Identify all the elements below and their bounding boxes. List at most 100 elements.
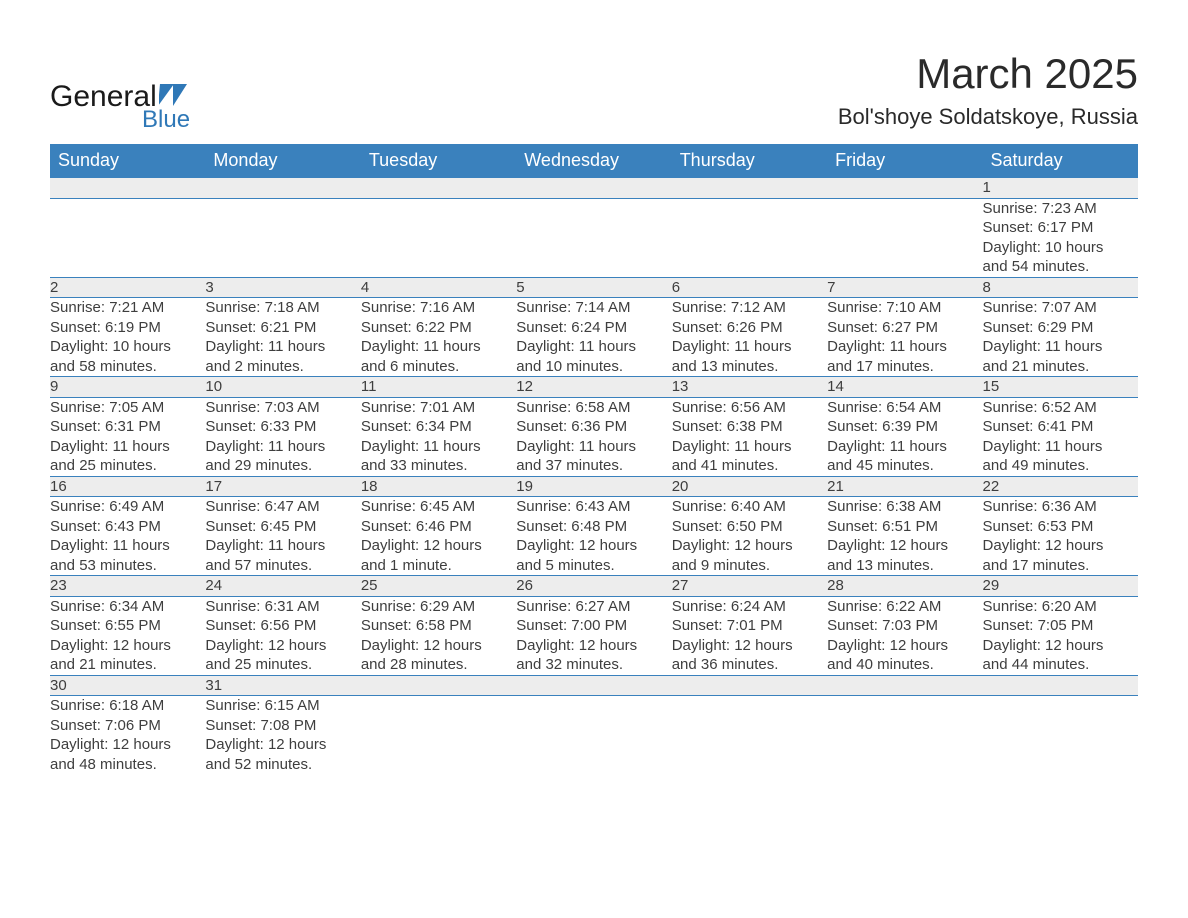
day-number-cell: 29 xyxy=(983,576,1138,597)
day-detail-line: Daylight: 11 hours xyxy=(205,536,360,556)
day-number-cell: 26 xyxy=(516,576,671,597)
day-detail-line: Sunrise: 6:40 AM xyxy=(672,497,827,517)
day-detail-line: and 13 minutes. xyxy=(672,357,827,377)
day-data-cell: Sunrise: 6:56 AMSunset: 6:38 PMDaylight:… xyxy=(672,397,827,476)
day-detail-line: Sunset: 6:36 PM xyxy=(516,417,671,437)
day-detail-line: Sunset: 6:43 PM xyxy=(50,517,205,537)
day-detail-line: Sunset: 6:45 PM xyxy=(205,517,360,537)
day-detail-line: and 28 minutes. xyxy=(361,655,516,675)
day-number-cell: 22 xyxy=(983,476,1138,497)
day-header: Wednesday xyxy=(516,144,671,178)
day-detail-line: Sunset: 6:53 PM xyxy=(983,517,1138,537)
day-detail-line: Sunset: 6:41 PM xyxy=(983,417,1138,437)
day-detail-line: Sunrise: 6:52 AM xyxy=(983,398,1138,418)
day-data-cell: Sunrise: 6:31 AMSunset: 6:56 PMDaylight:… xyxy=(205,596,360,675)
day-detail-line: Sunrise: 6:49 AM xyxy=(50,497,205,517)
day-data-cell: Sunrise: 6:29 AMSunset: 6:58 PMDaylight:… xyxy=(361,596,516,675)
day-number-cell: 12 xyxy=(516,377,671,398)
day-number-cell xyxy=(983,675,1138,696)
day-detail-line: and 6 minutes. xyxy=(361,357,516,377)
day-detail-line: Daylight: 11 hours xyxy=(672,437,827,457)
day-number-cell: 25 xyxy=(361,576,516,597)
logo-text-blue: Blue xyxy=(142,106,190,134)
day-detail-line: Daylight: 12 hours xyxy=(50,735,205,755)
day-detail-line: Sunset: 6:33 PM xyxy=(205,417,360,437)
day-detail-line: and 25 minutes. xyxy=(205,655,360,675)
day-detail-line: and 1 minute. xyxy=(361,556,516,576)
day-number-cell: 23 xyxy=(50,576,205,597)
day-detail-line: and 48 minutes. xyxy=(50,755,205,775)
day-detail-line: Sunset: 6:34 PM xyxy=(361,417,516,437)
day-number-cell: 24 xyxy=(205,576,360,597)
day-data-cell xyxy=(827,198,982,277)
day-detail-line: Sunrise: 6:54 AM xyxy=(827,398,982,418)
day-data-cell: Sunrise: 6:15 AMSunset: 7:08 PMDaylight:… xyxy=(205,696,360,775)
day-detail-line: Daylight: 11 hours xyxy=(983,437,1138,457)
day-detail-line: and 52 minutes. xyxy=(205,755,360,775)
day-detail-line: and 41 minutes. xyxy=(672,456,827,476)
day-data-cell: Sunrise: 7:01 AMSunset: 6:34 PMDaylight:… xyxy=(361,397,516,476)
day-detail-line: Daylight: 12 hours xyxy=(983,536,1138,556)
day-header: Saturday xyxy=(983,144,1138,178)
day-detail-line: and 49 minutes. xyxy=(983,456,1138,476)
day-detail-line: Daylight: 11 hours xyxy=(50,437,205,457)
day-detail-line: Sunset: 6:27 PM xyxy=(827,318,982,338)
day-detail-line: Sunset: 6:55 PM xyxy=(50,616,205,636)
day-detail-line: and 25 minutes. xyxy=(50,456,205,476)
day-data-cell xyxy=(827,696,982,775)
day-number-cell xyxy=(516,675,671,696)
day-number-cell: 6 xyxy=(672,277,827,298)
day-header-row: Sunday Monday Tuesday Wednesday Thursday… xyxy=(50,144,1138,178)
day-number-cell: 15 xyxy=(983,377,1138,398)
title-block: March 2025 Bol'shoye Soldatskoye, Russia xyxy=(838,50,1138,130)
day-data-cell: Sunrise: 6:43 AMSunset: 6:48 PMDaylight:… xyxy=(516,497,671,576)
month-title: March 2025 xyxy=(838,50,1138,98)
day-data-cell xyxy=(672,198,827,277)
day-number-cell: 14 xyxy=(827,377,982,398)
day-detail-line: Sunrise: 7:16 AM xyxy=(361,298,516,318)
day-detail-line: Sunrise: 6:20 AM xyxy=(983,597,1138,617)
day-detail-line: Sunset: 6:56 PM xyxy=(205,616,360,636)
day-number-cell: 11 xyxy=(361,377,516,398)
day-data-cell xyxy=(983,696,1138,775)
day-detail-line: Sunrise: 7:05 AM xyxy=(50,398,205,418)
day-detail-line: Sunrise: 6:58 AM xyxy=(516,398,671,418)
day-data-cell: Sunrise: 6:40 AMSunset: 6:50 PMDaylight:… xyxy=(672,497,827,576)
day-detail-line: Sunset: 6:50 PM xyxy=(672,517,827,537)
day-data-cell: Sunrise: 6:22 AMSunset: 7:03 PMDaylight:… xyxy=(827,596,982,675)
day-number-cell: 4 xyxy=(361,277,516,298)
day-detail-line: Sunset: 7:05 PM xyxy=(983,616,1138,636)
day-detail-line: and 53 minutes. xyxy=(50,556,205,576)
logo-text-general: General xyxy=(50,80,157,114)
day-detail-line: Sunrise: 6:45 AM xyxy=(361,497,516,517)
day-header: Sunday xyxy=(50,144,205,178)
day-detail-line: Sunrise: 7:21 AM xyxy=(50,298,205,318)
logo: General Blue xyxy=(50,50,190,134)
day-detail-line: Daylight: 10 hours xyxy=(50,337,205,357)
day-detail-line: Sunrise: 7:03 AM xyxy=(205,398,360,418)
day-data-cell: Sunrise: 7:12 AMSunset: 6:26 PMDaylight:… xyxy=(672,298,827,377)
day-detail-line: Sunrise: 7:10 AM xyxy=(827,298,982,318)
day-detail-line: and 37 minutes. xyxy=(516,456,671,476)
day-data-cell: Sunrise: 6:18 AMSunset: 7:06 PMDaylight:… xyxy=(50,696,205,775)
week-data-row: Sunrise: 7:23 AMSunset: 6:17 PMDaylight:… xyxy=(50,198,1138,277)
day-detail-line: Daylight: 11 hours xyxy=(672,337,827,357)
day-detail-line: Sunset: 6:17 PM xyxy=(983,218,1138,238)
day-number-cell: 27 xyxy=(672,576,827,597)
day-detail-line: Daylight: 12 hours xyxy=(205,636,360,656)
day-number-cell: 13 xyxy=(672,377,827,398)
week-daynum-row: 1 xyxy=(50,178,1138,199)
day-detail-line: Sunset: 6:29 PM xyxy=(983,318,1138,338)
day-number-cell: 21 xyxy=(827,476,982,497)
day-detail-line: Daylight: 12 hours xyxy=(516,636,671,656)
day-header: Monday xyxy=(205,144,360,178)
day-number-cell xyxy=(827,675,982,696)
day-data-cell: Sunrise: 6:49 AMSunset: 6:43 PMDaylight:… xyxy=(50,497,205,576)
day-number-cell: 7 xyxy=(827,277,982,298)
day-detail-line: Sunrise: 6:31 AM xyxy=(205,597,360,617)
day-detail-line: Daylight: 11 hours xyxy=(516,337,671,357)
day-data-cell xyxy=(672,696,827,775)
day-header: Tuesday xyxy=(361,144,516,178)
day-detail-line: and 58 minutes. xyxy=(50,357,205,377)
day-detail-line: and 21 minutes. xyxy=(50,655,205,675)
